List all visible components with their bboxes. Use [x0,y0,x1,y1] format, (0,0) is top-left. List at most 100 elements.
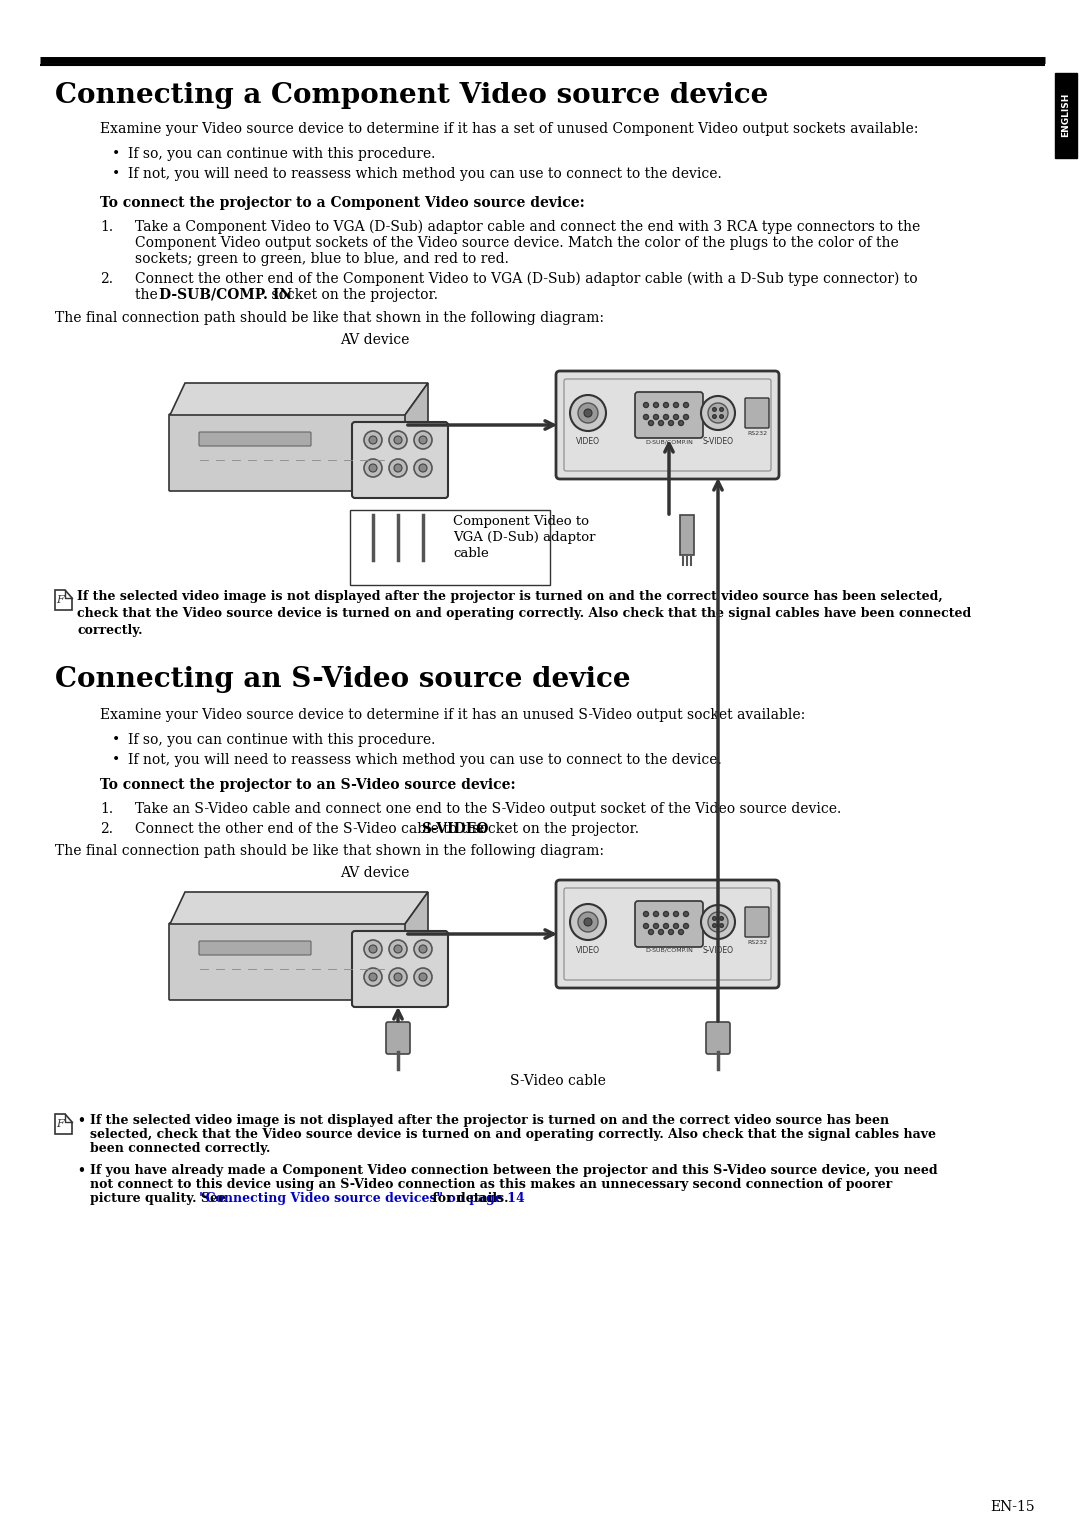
FancyBboxPatch shape [556,371,779,479]
Text: picture quality. See: picture quality. See [90,1192,230,1206]
Circle shape [648,421,653,426]
Text: selected, check that the Video source device is turned on and operating correctl: selected, check that the Video source de… [90,1128,936,1141]
Circle shape [369,436,377,444]
Circle shape [570,903,606,940]
FancyBboxPatch shape [199,432,311,446]
Circle shape [644,923,648,928]
Text: •: • [112,166,120,182]
Text: If the selected video image is not displayed after the projector is turned on an: If the selected video image is not displ… [77,591,971,636]
Circle shape [369,464,377,472]
Circle shape [414,430,432,449]
Polygon shape [55,1114,72,1134]
Circle shape [364,430,382,449]
Circle shape [419,974,427,981]
Circle shape [663,415,669,420]
Circle shape [713,415,716,418]
Polygon shape [405,893,428,1000]
Circle shape [389,967,407,986]
Text: Connecting an S-Video source device: Connecting an S-Video source device [55,665,631,693]
Text: socket on the projector.: socket on the projector. [469,823,639,836]
FancyBboxPatch shape [635,900,703,948]
Text: •: • [77,1164,85,1177]
Text: sockets; green to green, blue to blue, and red to red.: sockets; green to green, blue to blue, a… [135,252,509,266]
Circle shape [387,436,393,443]
FancyBboxPatch shape [352,931,448,1007]
Text: Connect the other end of the S-Video cable to the: Connect the other end of the S-Video cab… [135,823,488,836]
Circle shape [684,415,689,420]
FancyBboxPatch shape [168,414,406,491]
Circle shape [674,923,678,928]
Text: S-VIDEO: S-VIDEO [702,946,733,955]
Text: If not, you will need to reassess which method you can use to connect to the dev: If not, you will need to reassess which … [129,166,721,182]
Circle shape [659,929,663,934]
Circle shape [719,923,724,928]
Circle shape [578,913,598,932]
Circle shape [391,559,405,572]
Circle shape [684,923,689,928]
Bar [680,514,694,555]
Text: •: • [112,732,120,748]
Text: If so, you can continue with this procedure.: If so, you can continue with this proced… [129,732,435,748]
FancyBboxPatch shape [706,1022,730,1054]
Circle shape [366,559,380,572]
Circle shape [578,403,598,423]
Circle shape [394,945,402,954]
Text: 1.: 1. [100,220,113,233]
Circle shape [653,923,659,928]
Circle shape [644,415,648,420]
FancyBboxPatch shape [168,923,406,1000]
Text: ENGLISH: ENGLISH [1062,93,1070,137]
Circle shape [678,929,684,934]
Circle shape [416,559,430,572]
Text: VIDEO: VIDEO [576,946,600,955]
Circle shape [653,403,659,407]
FancyBboxPatch shape [635,392,703,438]
Circle shape [663,403,669,407]
Text: S-Video cable: S-Video cable [510,1074,606,1088]
Text: EN-15: EN-15 [990,1500,1035,1514]
Text: the: the [135,288,162,302]
Text: RS232: RS232 [747,430,767,436]
Text: socket on the projector.: socket on the projector. [267,288,438,302]
Circle shape [713,917,716,920]
Circle shape [584,919,592,926]
Circle shape [719,415,724,418]
Circle shape [387,946,393,952]
Text: 2.: 2. [100,823,113,836]
Circle shape [414,940,432,958]
Text: To connect the projector to an S-Video source device:: To connect the projector to an S-Video s… [100,778,515,792]
Circle shape [414,967,432,986]
Text: for details.: for details. [428,1192,509,1206]
Circle shape [674,403,678,407]
Text: •: • [77,1114,85,1128]
Text: S-VIDEO: S-VIDEO [702,436,733,446]
Text: If you have already made a Component Video connection between the projector and : If you have already made a Component Vid… [90,1164,937,1177]
Circle shape [674,911,678,917]
Circle shape [364,967,382,986]
Circle shape [419,945,427,954]
Text: If not, you will need to reassess which method you can use to connect to the dev: If not, you will need to reassess which … [129,752,721,768]
Polygon shape [170,383,428,415]
Circle shape [653,415,659,420]
Circle shape [394,436,402,444]
Text: Examine your Video source device to determine if it has an unused S-Video output: Examine your Video source device to dete… [100,708,806,722]
Circle shape [653,911,659,917]
Bar [1055,73,1077,159]
Text: been connected correctly.: been connected correctly. [90,1141,270,1155]
Circle shape [663,911,669,917]
Polygon shape [170,893,428,925]
FancyBboxPatch shape [199,942,311,955]
Circle shape [389,430,407,449]
Text: AV device: AV device [340,333,409,346]
Circle shape [584,409,592,417]
Circle shape [389,940,407,958]
Circle shape [395,562,401,568]
Text: 2.: 2. [100,272,113,285]
Text: •: • [112,752,120,768]
Text: The final connection path should be like that shown in the following diagram:: The final connection path should be like… [55,844,604,858]
Circle shape [713,407,716,412]
Text: F: F [56,1119,64,1129]
Circle shape [570,395,606,430]
Circle shape [708,913,728,932]
Circle shape [420,562,426,568]
